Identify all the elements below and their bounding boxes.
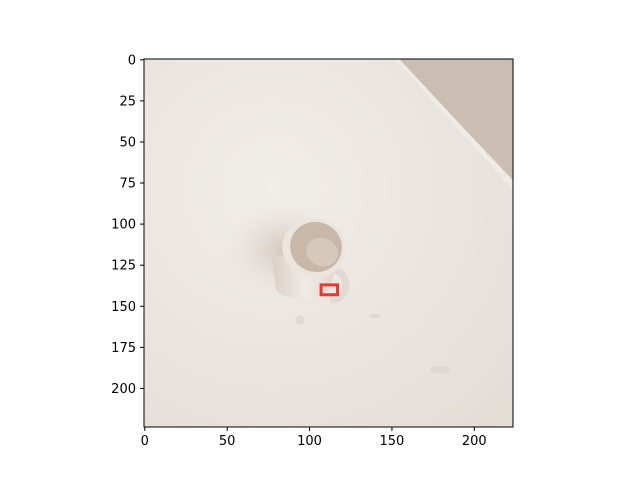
y-tick-label: 0 xyxy=(128,53,136,68)
x-axis: 0 50 100 150 200 xyxy=(141,427,487,449)
x-tick-label: 200 xyxy=(462,434,487,449)
x-tick-label: 100 xyxy=(297,434,322,449)
mug-inside-light xyxy=(306,237,338,267)
axes-frame xyxy=(143,58,514,428)
y-axis: 0 25 50 75 100 125 150 175 200 xyxy=(111,53,144,397)
x-tick-label: 0 xyxy=(141,434,149,449)
x-tick-label: 150 xyxy=(380,434,405,449)
photo xyxy=(144,59,513,427)
table-edge-highlight xyxy=(395,59,513,190)
y-tick-label: 75 xyxy=(119,177,136,192)
table-mark xyxy=(369,314,381,318)
table-mark xyxy=(430,366,450,374)
x-tick-label: 50 xyxy=(219,434,236,449)
y-tick-label: 150 xyxy=(111,300,136,315)
y-tick-label: 175 xyxy=(111,341,136,356)
y-tick-label: 200 xyxy=(111,382,136,397)
bounding-box-annotation xyxy=(319,283,340,297)
y-tick-label: 25 xyxy=(119,94,136,109)
y-tick-label: 50 xyxy=(119,135,136,150)
y-tick-label: 125 xyxy=(111,259,136,274)
table-mark xyxy=(295,315,305,325)
y-tick-label: 100 xyxy=(111,218,136,233)
